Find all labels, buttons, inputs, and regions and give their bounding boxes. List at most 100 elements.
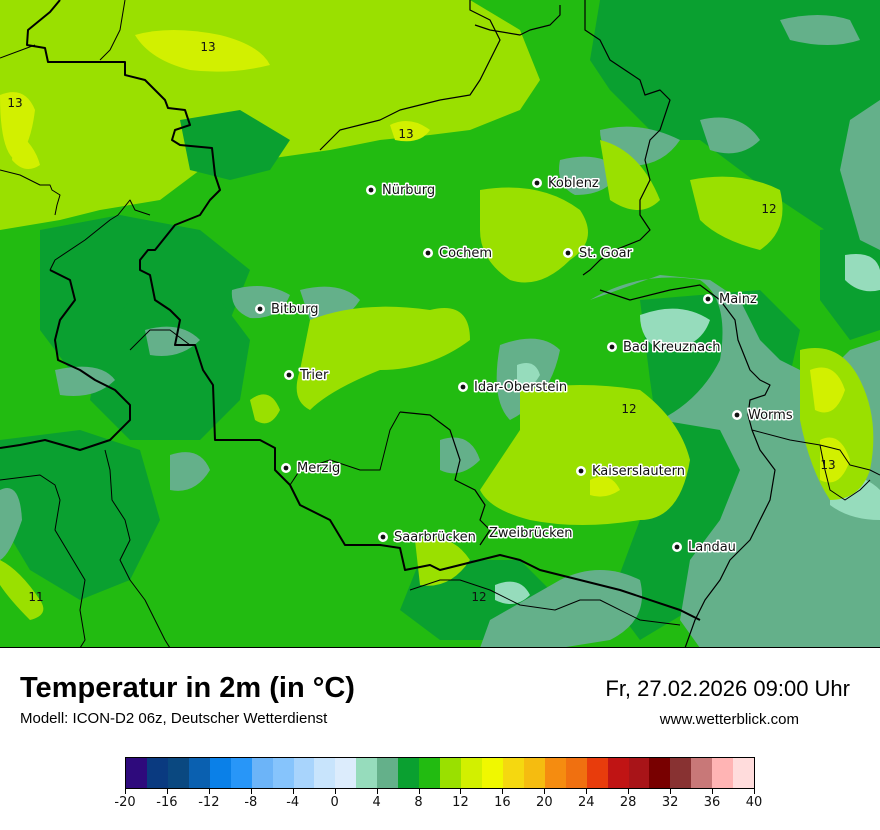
colorbar-segment: [419, 758, 441, 788]
colorbar-tick-label: -4: [286, 795, 300, 810]
contour-label: 13: [7, 96, 22, 110]
colorbar-tick: [208, 789, 210, 794]
colorbar-segment: [586, 758, 608, 788]
colorbar-segment: [356, 758, 378, 788]
colorbar-tick-label: 0: [330, 795, 339, 810]
city-marker: Bad Kreuznach: [607, 339, 722, 357]
colorbar-segment: [565, 758, 587, 788]
city-marker: Koblenz: [532, 175, 600, 193]
website-credit: www.wetterblick.com: [659, 711, 799, 728]
colorbar-tick: [376, 789, 378, 794]
colorbar-segment: [272, 758, 294, 788]
colorbar-tick: [166, 789, 168, 794]
colorbar-segment: [146, 758, 168, 788]
colorbar-segment: [398, 758, 420, 788]
colorbar-tick: [125, 789, 126, 794]
colorbar-tick: [250, 789, 252, 794]
colorbar-tick: [544, 789, 546, 794]
contour-label: 12: [761, 202, 776, 216]
colorbar-segment: [502, 758, 524, 788]
contour-label: 13: [820, 458, 835, 472]
colorbar-tick-label: 12: [452, 795, 469, 810]
colorbar-segment: [628, 758, 650, 788]
colorbar-tick-label: 36: [703, 795, 721, 810]
colorbar-segment: [314, 758, 336, 788]
contour-label: 13: [398, 127, 413, 141]
colorbar-tick-label: -20: [114, 795, 136, 810]
colorbar-segment: [188, 758, 210, 788]
city-marker: Merzig: [281, 460, 342, 478]
colorbar-segment: [523, 758, 545, 788]
city-label: Idar-Oberstein: [474, 380, 567, 395]
colorbar-tick: [586, 789, 588, 794]
city-label: St. Goar: [579, 246, 633, 261]
colorbar-segment: [293, 758, 315, 788]
temperature-map: 13 13 13 12 12 13 11 12 Nürburg Koblenz Cochem St.…: [0, 0, 880, 648]
city-marker: Zweibrücken: [488, 525, 574, 543]
colorbar-segment: [251, 758, 273, 788]
colorbar-tick: [334, 789, 336, 794]
city-marker: Kaiserslautern: [576, 463, 687, 481]
city-marker: St. Goar: [563, 245, 634, 263]
city-label: Landau: [688, 540, 736, 555]
city-label: Cochem: [439, 246, 492, 261]
colorbar-tick-label: 20: [536, 795, 553, 810]
city-marker: Landau: [672, 539, 737, 557]
colorbar-tick: [460, 789, 462, 794]
city-marker: Mainz: [703, 291, 759, 309]
contour-label: 12: [471, 590, 486, 604]
city-label: Merzig: [297, 461, 340, 476]
city-label: Kaiserslautern: [592, 464, 685, 479]
colorbar-tick-label: 24: [577, 795, 595, 810]
colorbar-segment: [481, 758, 503, 788]
colorbar-segment: [649, 758, 671, 788]
colorbar-tick-label: -8: [244, 795, 258, 810]
colorbar-segment: [461, 758, 482, 788]
city-marker: Nürburg: [366, 182, 437, 200]
colorbar-segment: [607, 758, 629, 788]
colorbar-segment: [335, 758, 357, 788]
city-marker: Bitburg: [255, 301, 320, 319]
colorbar-tick: [628, 789, 630, 794]
city-marker: Saarbrücken: [378, 529, 477, 547]
colorbar-segment: [167, 758, 189, 788]
colorbar-tick: [502, 789, 504, 794]
colorbar-segment: [377, 758, 399, 788]
colorbar-tick-label: 16: [494, 795, 511, 810]
colorbar-tick: [418, 789, 420, 794]
contour-label: 13: [200, 40, 215, 54]
colorbar-tick-label: 28: [619, 795, 637, 810]
colorbar-tick-label: 8: [414, 795, 423, 810]
colorbar-ticks: -20 -16 -12 -8 -4 0 4 8 12 16 20 24 28 32 36 40: [114, 789, 762, 819]
contour-label: 11: [28, 590, 43, 604]
city-marker: Idar-Oberstein: [458, 379, 569, 397]
city-layer: Nürburg Koblenz Cochem St. Goar Mainz Bitburg…: [255, 175, 794, 557]
colorbar-tick-label: -16: [156, 795, 178, 810]
city-label: Mainz: [719, 292, 757, 307]
colorbar-segment: [126, 758, 147, 788]
contour-label: 12: [621, 402, 636, 416]
contour-labels: 13 13 13 12 12 13 11 12: [7, 40, 835, 604]
map-title: Temperatur in 2m (in °C): [20, 672, 355, 704]
city-label: Nürburg: [382, 183, 435, 198]
model-subtitle: Modell: ICON-D2 06z, Deutscher Wetterdie…: [20, 710, 328, 727]
colorbar-tick: [670, 789, 672, 794]
colorbar-tick: [292, 789, 294, 794]
city-marker: Worms: [732, 407, 794, 425]
colorbar-segment: [670, 758, 692, 788]
colorbar-segment: [544, 758, 566, 788]
map-canvas: 13 13 13 12 12 13 11 12 Nürburg Koblenz Cochem St.…: [0, 0, 880, 647]
city-marker: Trier: [284, 367, 330, 385]
colorbar-segment: [733, 758, 755, 788]
colorbar-segment: [440, 758, 461, 788]
colorbar-segment: [712, 758, 734, 788]
colorbar-segment: [691, 758, 713, 788]
colorbar-segment: [230, 758, 252, 788]
city-label: Bitburg: [271, 302, 319, 317]
city-label: Trier: [299, 368, 329, 383]
city-marker: Cochem: [423, 245, 494, 263]
colorbar-tick-label: 40: [745, 795, 763, 810]
city-label: Saarbrücken: [394, 530, 476, 545]
colorbar-tick: [754, 789, 755, 794]
colorbar-tick-label: 4: [372, 795, 381, 810]
